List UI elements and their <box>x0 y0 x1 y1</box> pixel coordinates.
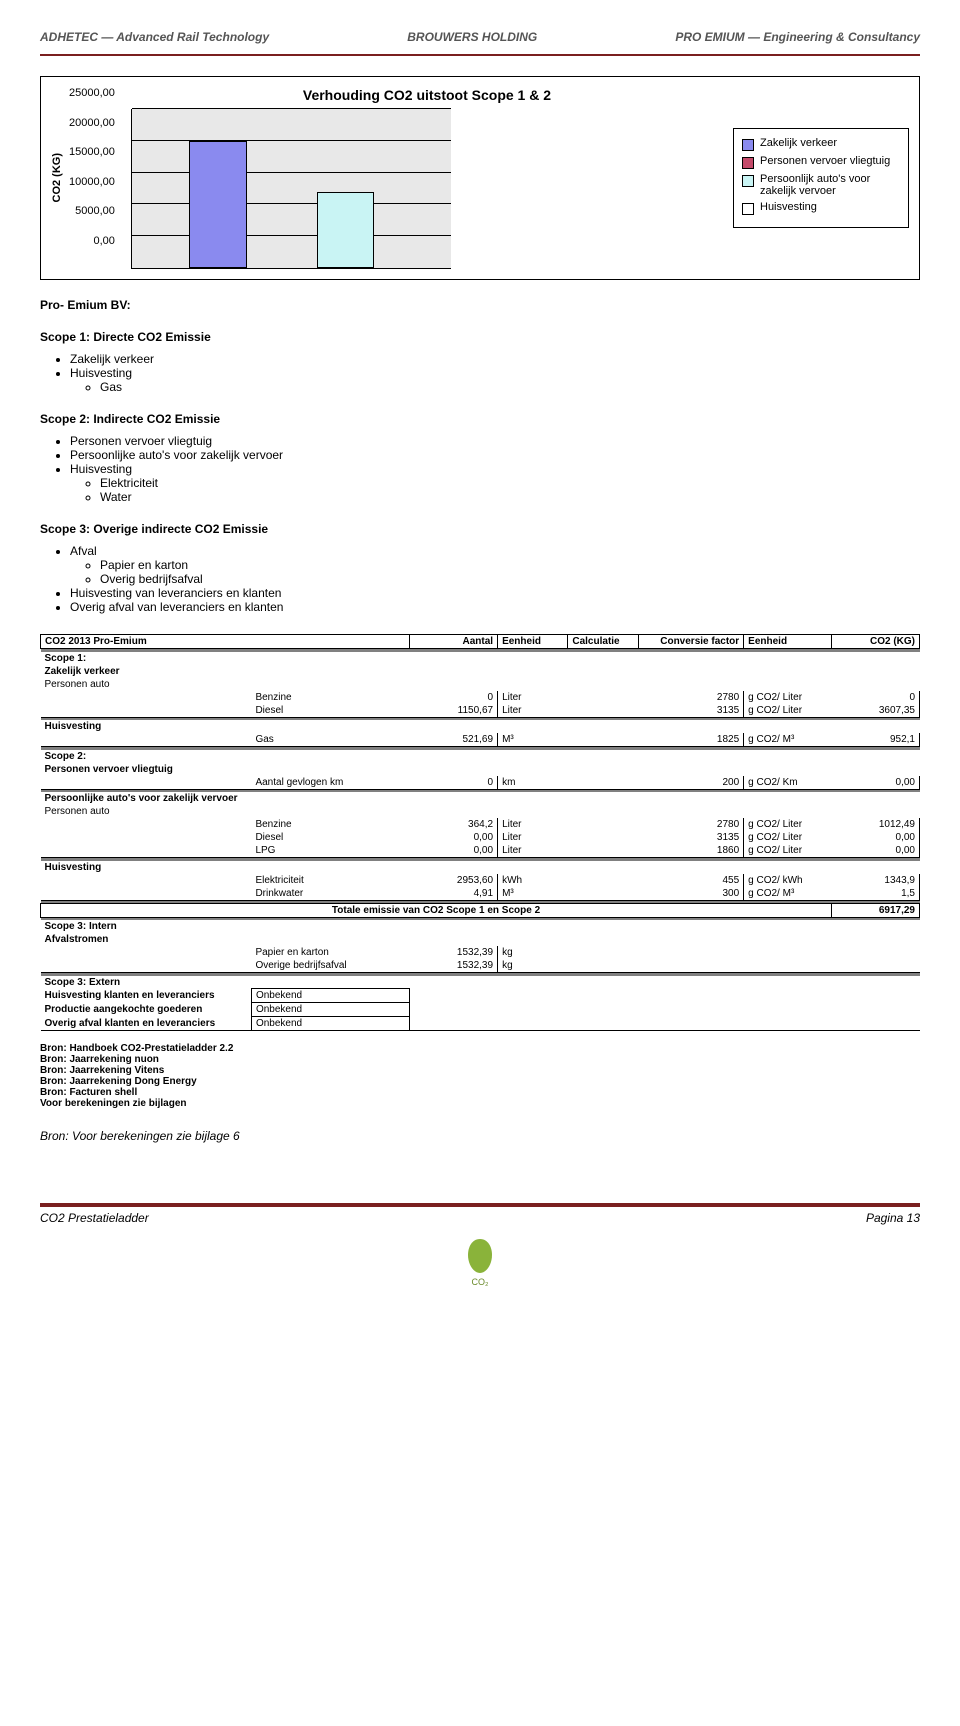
sources-list: Bron: Handboek CO2-Prestatieladder 2.2Br… <box>40 1043 920 1109</box>
legend-item: Zakelijk verkeer <box>742 137 900 151</box>
table-row: Papier en karton1532,39kg <box>41 946 920 959</box>
list-item: Water <box>100 490 920 504</box>
footer-right: Pagina 13 <box>866 1211 920 1225</box>
table-row: Benzine0Liter2780g CO2/ Liter0 <box>41 691 920 704</box>
chart-legend: Zakelijk verkeer Personen vervoer vliegtu… <box>733 128 909 228</box>
list-item: Persoonlijke auto's voor zakelijk vervoe… <box>70 448 920 462</box>
page-footer: CO2 Prestatieladder Pagina 13 <box>40 1203 920 1225</box>
table-row: Huisvesting klanten en leveranciersOnbek… <box>41 989 920 1003</box>
list-item: Overig afval van leveranciers en klanten <box>70 600 920 614</box>
list-item: Zakelijk verkeer <box>70 352 920 366</box>
chart-title: Verhouding CO2 uitstoot Scope 1 & 2 <box>131 87 723 103</box>
company-heading: Pro- Emium BV: <box>40 298 920 312</box>
list-item: Gas <box>100 380 920 394</box>
chart-plot <box>131 109 451 269</box>
chart-ylabel: CO2 (KG) <box>51 153 63 203</box>
table-header-row: CO2 2013 Pro-Emium Aantal Eenheid Calcul… <box>41 635 920 649</box>
table-row: Overig afval klanten en leveranciersOnbe… <box>41 1017 920 1031</box>
legend-item: Persoonlijk auto's voor zakelijk vervoer <box>742 173 900 197</box>
total-row: Totale emissie van CO2 Scope 1 en Scope … <box>41 903 920 917</box>
emission-table: CO2 2013 Pro-Emium Aantal Eenheid Calcul… <box>40 634 920 1031</box>
table-row: Drinkwater4,91M³300g CO2/ M³1,5 <box>41 887 920 901</box>
table-row: Elektriciteit2953,60kWh455g CO2/ kWh1343… <box>41 874 920 887</box>
chart-bar <box>189 141 246 268</box>
scope3-title: Scope 3: Overige indirecte CO2 Emissie <box>40 522 920 536</box>
logo-right: PRO EMIUM — Engineering & Consultancy <box>675 30 920 44</box>
legend-item: Huisvesting <box>742 201 900 215</box>
list-item: Elektriciteit <box>100 476 920 490</box>
table-row: Benzine364,2Liter2780g CO2/ Liter1012,49 <box>41 818 920 831</box>
scope1-title: Scope 1: Directe CO2 Emissie <box>40 330 920 344</box>
list-item: Afval <box>70 544 920 558</box>
header-logos: ADHETEC — Advanced Rail Technology BROUW… <box>40 20 920 56</box>
scope2-title: Scope 2: Indirecte CO2 Emissie <box>40 412 920 426</box>
logo-center: BROUWERS HOLDING <box>407 30 537 44</box>
logo-left: ADHETEC — Advanced Rail Technology <box>40 30 269 44</box>
list-item: Huisvesting <box>70 366 920 380</box>
table-row: Gas521,69M³1825g CO2/ M³952,1 <box>41 733 920 747</box>
table-title-cell: CO2 2013 Pro-Emium <box>41 635 410 649</box>
footer-left: CO2 Prestatieladder <box>40 1211 149 1225</box>
list-item: Personen vervoer vliegtuig <box>70 434 920 448</box>
list-item: Huisvesting van leveranciers en klanten <box>70 586 920 600</box>
chart-container: CO2 (KG) 25000,0020000,0015000,0010000,0… <box>40 76 920 280</box>
table-row: Aantal gevlogen km0km200g CO2/ Km0,00 <box>41 776 920 790</box>
list-item: Papier en karton <box>100 558 920 572</box>
list-item: Huisvesting <box>70 462 920 476</box>
list-item: Overig bedrijfsafval <box>100 572 920 586</box>
table-row: Diesel0,00Liter3135g CO2/ Liter0,00 <box>41 831 920 844</box>
legend-item: Personen vervoer vliegtuig <box>742 155 900 169</box>
table-row: Overige bedrijfsafval1532,39kg <box>41 959 920 973</box>
chart-bar <box>317 192 374 268</box>
table-row: Diesel1150,67Liter3135g CO2/ Liter3607,3… <box>41 704 920 718</box>
footnote: Bron: Voor berekeningen zie bijlage 6 <box>40 1129 920 1143</box>
chart-yaxis: 25000,0020000,0015000,0010000,005000,000… <box>69 87 121 247</box>
scope1-section: Scope 1: Directe CO2 Emissie Zakelijk ve… <box>40 330 920 614</box>
table-row: Productie aangekochte goederenOnbekend <box>41 1003 920 1017</box>
footer-logo: CO₂ <box>40 1235 920 1287</box>
table-row: LPG0,00Liter1860g CO2/ Liter0,00 <box>41 844 920 858</box>
